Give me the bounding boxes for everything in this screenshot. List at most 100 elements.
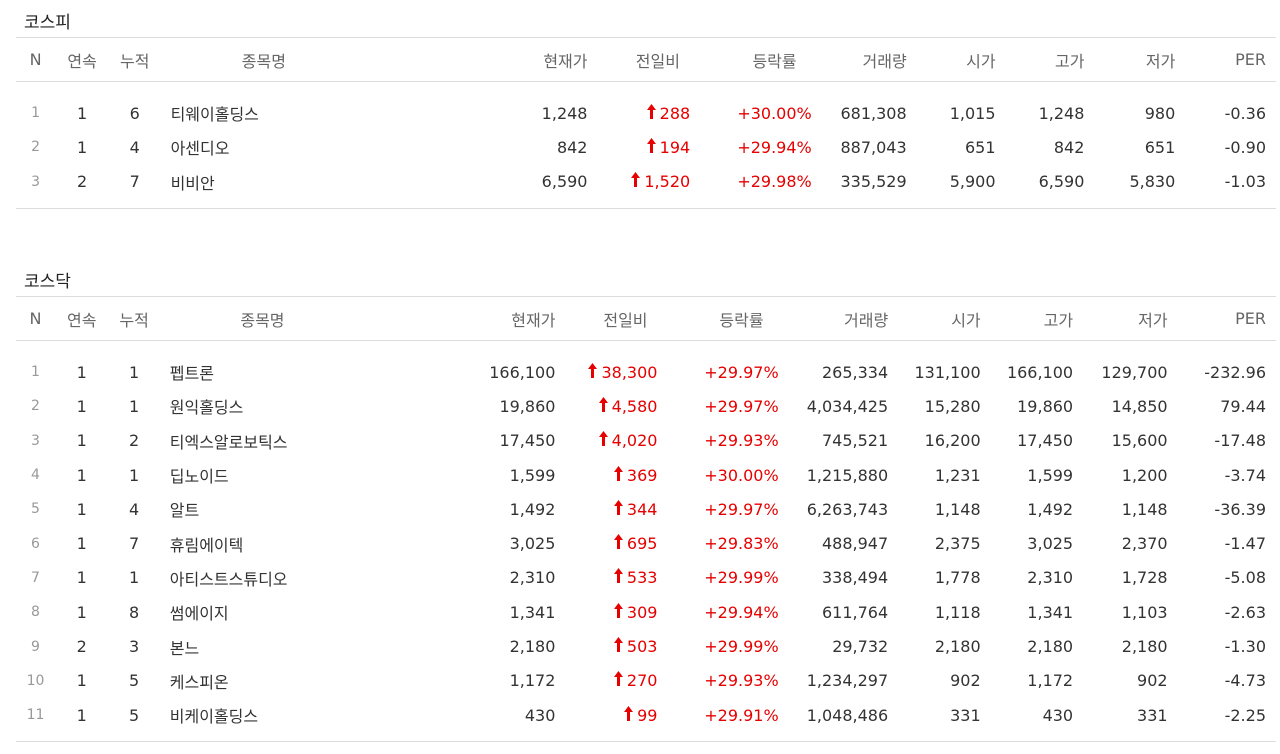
price-change: 194 (599, 130, 716, 164)
streak-days: 1 (76, 431, 87, 451)
stock-name-link[interactable]: 알트 (169, 501, 200, 521)
row-number: 8 (31, 604, 40, 621)
table-row[interactable]: 11 1 5 비케이홀딩스 430 99 +29.91% 1,048,486 331 430 331… (16, 698, 1276, 732)
table-row[interactable]: 7 1 1 아티스트스튜디오 2,310 533 +29.99% 338,494 1,778 2,… (16, 561, 1276, 595)
col-header-cumulative[interactable]: 누적 (108, 37, 161, 82)
arrow-up-icon (613, 499, 623, 515)
table-row[interactable]: 2 1 4 아센디오 842 194 +29.94% 887,043 651 842 651 -0.9… (16, 130, 1276, 164)
cumulative-count: 3 (128, 637, 140, 657)
col-header-n[interactable]: N (16, 37, 56, 82)
streak-days: 1 (76, 602, 87, 622)
stock-name-link[interactable]: 비비안 (170, 173, 215, 193)
row-number: 11 (26, 707, 45, 724)
table-row[interactable]: 3 1 2 티엑스알로보틱스 17,450 4,020 +29.93% 745,521 16,2… (16, 424, 1276, 458)
col-header-open[interactable]: 시가 (920, 37, 1012, 82)
stock-name-link[interactable]: 티엑스알로보틱스 (169, 432, 288, 452)
stock-name-link[interactable]: 아티스트스튜디오 (169, 569, 288, 589)
high-price: 17,450 (1017, 431, 1074, 451)
col-header-rate[interactable]: 등락률 (683, 296, 800, 341)
change-rate: +29.98% (737, 172, 812, 192)
kosdaq-title: 코스닥 (24, 272, 71, 292)
price-change-value: 288 (659, 103, 691, 123)
col-header-streak[interactable]: 연속 (55, 37, 109, 82)
open-price: 651 (965, 137, 996, 157)
trade-volume: 4,034,425 (806, 396, 889, 416)
table-row[interactable]: 3 2 7 비비안 6,590 1,520 +29.98% 335,529 5,900 6,590… (16, 165, 1276, 199)
price-change: 533 (567, 561, 683, 595)
col-header-low[interactable]: 저가 (1102, 37, 1194, 82)
change-rate: +29.99% (704, 568, 779, 588)
col-header-cumulative[interactable]: 누적 (108, 296, 160, 341)
row-number: 5 (31, 501, 40, 518)
table-row[interactable]: 10 1 5 케스피온 1,172 270 +29.93% 1,234,297 902 1,172… (16, 664, 1276, 698)
table-row[interactable]: 1 1 6 티웨이홀딩스 1,248 288 +30.00% 681,308 1,015 1,24… (16, 96, 1276, 130)
cumulative-count: 1 (128, 396, 140, 416)
open-price: 131,100 (914, 362, 981, 382)
change-rate: +29.94% (704, 602, 779, 622)
open-price: 2,375 (934, 534, 981, 554)
col-header-volume[interactable]: 거래량 (799, 296, 903, 341)
col-header-volume[interactable]: 거래량 (832, 37, 921, 82)
stock-name-link[interactable]: 썸에이지 (169, 604, 229, 624)
table-row[interactable]: 2 1 1 원익홀딩스 19,860 4,580 +29.97% 4,034,425 15,28… (16, 389, 1276, 423)
col-header-rate[interactable]: 등락률 (716, 37, 833, 82)
low-price: 902 (1137, 671, 1168, 691)
table-bottom-border (16, 732, 1276, 743)
arrow-up-icon (613, 534, 623, 550)
table-row[interactable]: 5 1 4 알트 1,492 344 +29.97% 6,263,743 1,148 1,492 1… (16, 492, 1276, 526)
high-price: 1,492 (1027, 499, 1074, 519)
change-rate: +30.00% (737, 103, 812, 123)
current-price: 3,025 (509, 534, 556, 554)
col-header-name[interactable]: 종목명 (160, 37, 368, 82)
stock-name-link[interactable]: 휴림에이텍 (169, 535, 244, 555)
table-row[interactable]: 9 2 3 본느 2,180 503 +29.99% 29,732 2,180 2,180 2,18… (16, 629, 1276, 663)
col-header-n[interactable]: N (16, 296, 56, 341)
kospi-title: 코스피 (24, 13, 71, 33)
cumulative-count: 4 (128, 499, 140, 519)
price-change-value: 309 (626, 602, 658, 622)
col-header-high[interactable]: 고가 (1011, 37, 1103, 82)
col-header-change[interactable]: 전일비 (599, 37, 717, 82)
row-number: 2 (31, 398, 40, 415)
cumulative-count: 1 (128, 362, 140, 382)
table-row[interactable]: 6 1 7 휴림에이텍 3,025 695 +29.83% 488,947 2,375 3,025… (16, 526, 1276, 560)
current-price: 1,599 (509, 465, 556, 485)
stock-name-link[interactable]: 티웨이홀딩스 (170, 105, 259, 125)
col-header-change[interactable]: 전일비 (567, 296, 684, 341)
col-header-price[interactable]: 현재가 (365, 296, 568, 341)
table-row[interactable]: 8 1 8 썸에이지 1,341 309 +29.94% 611,764 1,118 1,341 1… (16, 595, 1276, 629)
table-row[interactable]: 1 1 1 펩트론 166,100 38,300 +29.97% 265,334 131,100… (16, 355, 1276, 389)
col-header-low[interactable]: 저가 (1091, 296, 1186, 341)
high-price: 166,100 (1006, 362, 1074, 382)
low-price: 1,103 (1121, 602, 1168, 622)
col-header-name[interactable]: 종목명 (159, 296, 366, 341)
table-row[interactable]: 4 1 1 딥노이드 1,599 369 +30.00% 1,215,880 1,231 1,59… (16, 458, 1276, 492)
stock-name-link[interactable]: 본느 (169, 638, 200, 658)
per-value: -17.48 (1214, 431, 1266, 451)
col-header-price[interactable]: 현재가 (367, 37, 600, 82)
per-value: -0.36 (1224, 103, 1266, 123)
stock-name-link[interactable]: 딥노이드 (169, 467, 229, 487)
col-header-high[interactable]: 고가 (996, 296, 1092, 341)
stock-name-link[interactable]: 비케이홀딩스 (169, 707, 259, 727)
arrow-up-icon (598, 431, 608, 447)
high-price: 19,860 (1017, 396, 1074, 416)
col-header-per[interactable]: PER (1193, 37, 1276, 82)
row-number: 6 (31, 535, 40, 552)
stock-name-link[interactable]: 원익홀딩스 (169, 398, 244, 418)
stock-name-link[interactable]: 아센디오 (170, 139, 230, 159)
col-header-streak[interactable]: 연속 (55, 296, 109, 341)
row-number: 10 (26, 672, 45, 689)
streak-days: 1 (76, 103, 88, 123)
stock-name-link[interactable]: 케스피온 (169, 672, 229, 692)
high-price: 1,248 (1038, 103, 1085, 123)
price-change: 99 (567, 698, 683, 732)
col-header-open[interactable]: 시가 (902, 296, 997, 341)
col-header-per[interactable]: PER (1185, 296, 1276, 341)
arrow-up-icon (646, 103, 656, 119)
stock-name-link[interactable]: 펩트론 (169, 364, 214, 384)
change-rate: +29.97% (704, 396, 779, 416)
price-change: 38,300 (567, 355, 683, 389)
arrow-up-icon (613, 465, 623, 481)
open-price: 902 (950, 671, 981, 691)
